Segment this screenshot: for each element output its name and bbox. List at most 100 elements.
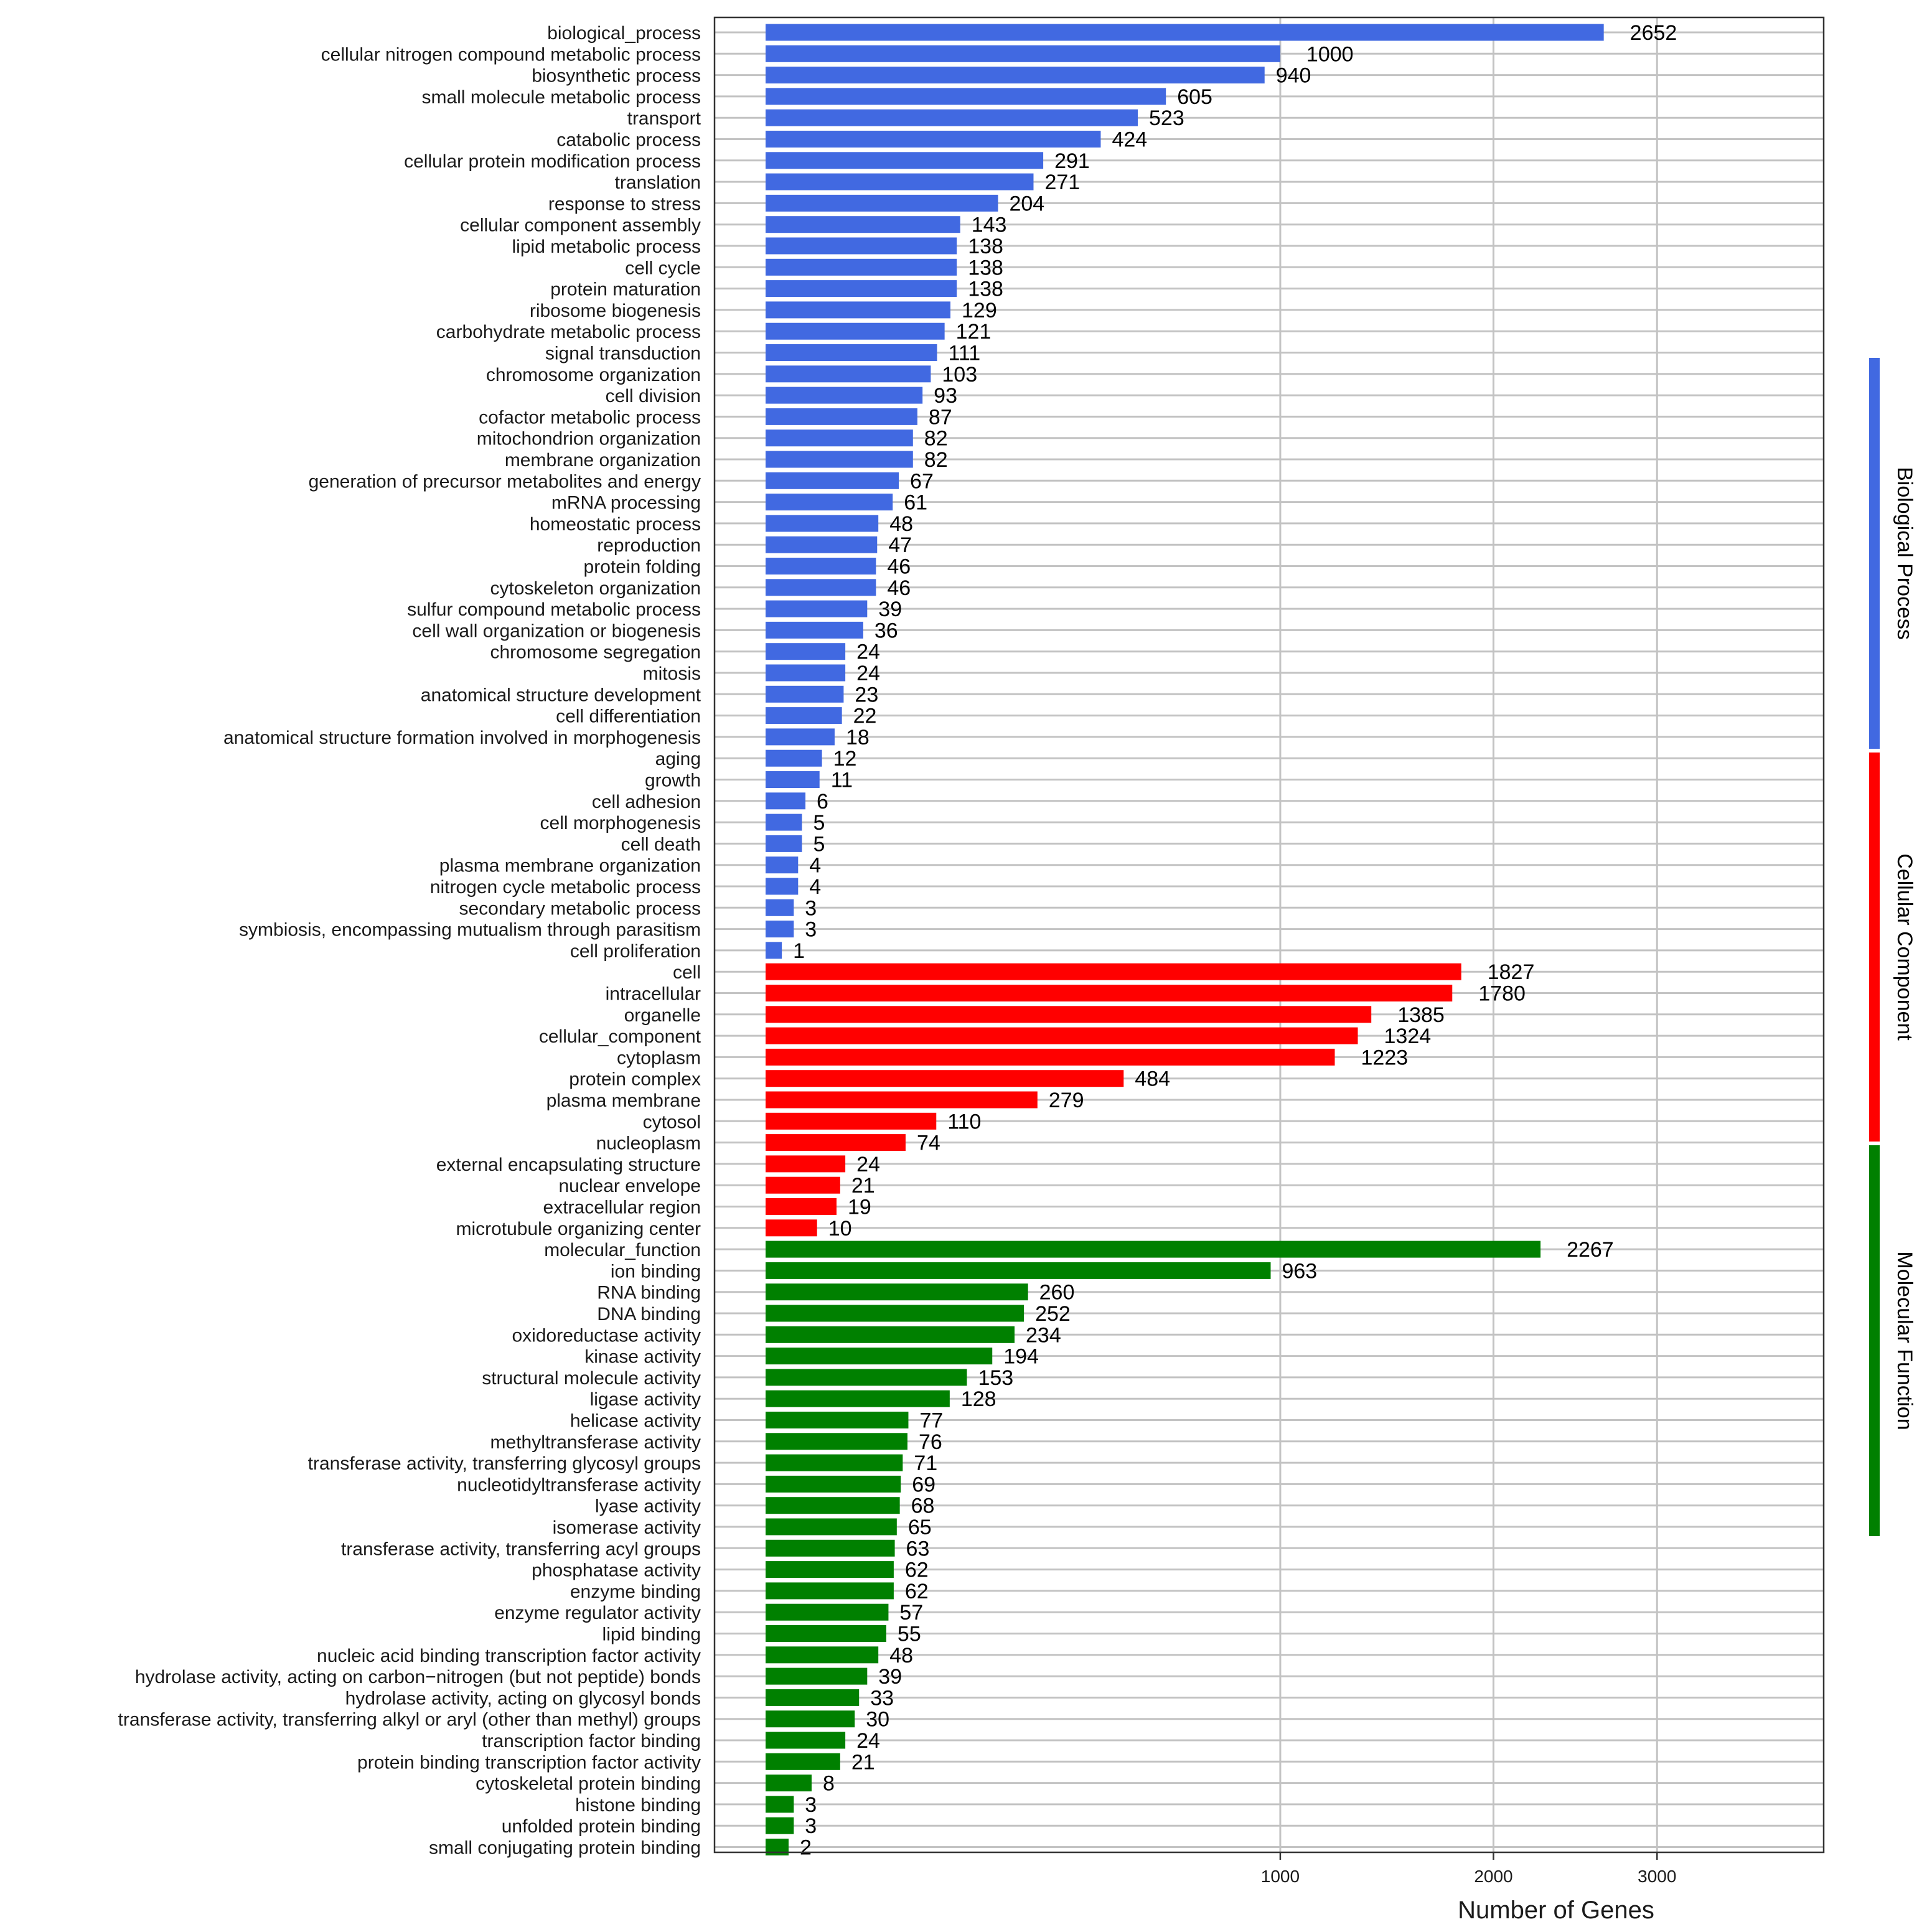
bar-value-label: 82 bbox=[924, 427, 948, 451]
bars bbox=[766, 24, 1604, 1855]
value-labels: 2652100094060552342429127120414313813813… bbox=[793, 21, 1677, 1860]
bar-value-label: 65 bbox=[908, 1516, 932, 1539]
bar-value-label: 1827 bbox=[1488, 960, 1535, 984]
bar bbox=[766, 1305, 1024, 1322]
bar bbox=[766, 322, 945, 340]
bar bbox=[766, 600, 868, 617]
category-label: methyltransferase activity bbox=[490, 1432, 701, 1453]
category-label: lipid binding bbox=[602, 1625, 701, 1645]
category-label: cell division bbox=[606, 386, 701, 406]
bar-value-label: 260 bbox=[1039, 1281, 1075, 1305]
bar-value-label: 484 bbox=[1135, 1067, 1170, 1091]
category-label: intracellular bbox=[606, 984, 701, 1005]
bar bbox=[766, 1817, 794, 1834]
category-label: lyase activity bbox=[595, 1496, 701, 1517]
category-label: external encapsulating structure bbox=[436, 1155, 701, 1175]
bar-value-label: 10 bbox=[828, 1217, 852, 1240]
x-axis-ticks: 1000 2000 3000 bbox=[1261, 1852, 1676, 1886]
bar bbox=[766, 1198, 837, 1215]
bar bbox=[766, 1518, 897, 1536]
category-label: molecular_function bbox=[544, 1240, 701, 1260]
bar-value-label: 1780 bbox=[1478, 982, 1526, 1006]
bar bbox=[766, 1539, 895, 1557]
category-label: enzyme binding bbox=[570, 1582, 701, 1602]
bar bbox=[766, 216, 960, 233]
bar-value-label: 111 bbox=[949, 342, 981, 365]
bar-value-label: 3 bbox=[805, 1793, 817, 1817]
bar bbox=[766, 1732, 846, 1749]
category-label: hydrolase activity, acting on glycosyl b… bbox=[345, 1688, 701, 1709]
bar bbox=[766, 1390, 950, 1407]
category-label: biosynthetic process bbox=[532, 66, 701, 87]
group-label: Molecular Function bbox=[1893, 1251, 1916, 1430]
bar-value-label: 48 bbox=[889, 1644, 913, 1667]
bar bbox=[766, 728, 835, 746]
bar bbox=[766, 921, 794, 938]
bar-value-label: 71 bbox=[914, 1451, 937, 1475]
bar bbox=[766, 1048, 1335, 1066]
bar bbox=[766, 685, 844, 703]
bar-value-label: 61 bbox=[904, 491, 927, 515]
group-label: Cellular Component bbox=[1893, 853, 1916, 1041]
bar-value-label: 1385 bbox=[1397, 1003, 1445, 1027]
category-label: cell bbox=[673, 962, 701, 983]
category-label: response to stress bbox=[548, 194, 701, 214]
category-label: RNA binding bbox=[597, 1283, 701, 1303]
x-tick-label: 3000 bbox=[1638, 1867, 1676, 1886]
bar-value-label: 93 bbox=[934, 384, 957, 408]
bar-value-label: 39 bbox=[878, 1665, 902, 1689]
bar bbox=[766, 152, 1044, 169]
bar-value-label: 21 bbox=[851, 1750, 875, 1774]
bar-value-label: 82 bbox=[924, 448, 948, 472]
category-label: mRNA processing bbox=[551, 493, 701, 513]
category-label: cell death bbox=[621, 834, 701, 855]
bar-value-label: 4 bbox=[809, 875, 821, 899]
group-strip bbox=[1869, 753, 1880, 1142]
category-label: ligase activity bbox=[590, 1389, 701, 1410]
bar-value-label: 55 bbox=[898, 1623, 921, 1646]
x-tick-label: 2000 bbox=[1474, 1867, 1512, 1886]
category-label: mitochondrion organization bbox=[477, 429, 701, 449]
category-label: cellular_component bbox=[539, 1026, 701, 1047]
category-label: aging bbox=[655, 749, 701, 769]
category-label: plasma membrane bbox=[546, 1090, 701, 1111]
bar bbox=[766, 280, 957, 298]
bar-value-label: 33 bbox=[870, 1686, 894, 1710]
category-label: lipid metabolic process bbox=[512, 237, 701, 257]
bar-value-label: 4 bbox=[809, 854, 821, 878]
category-label: protein folding bbox=[584, 557, 701, 578]
bar-value-label: 87 bbox=[929, 405, 952, 429]
bar bbox=[766, 558, 876, 574]
category-label: translation bbox=[615, 172, 701, 193]
bar-value-label: 62 bbox=[905, 1580, 929, 1603]
bar-value-label: 24 bbox=[856, 662, 880, 685]
category-label: cell proliferation bbox=[570, 941, 701, 962]
bar bbox=[766, 1240, 1541, 1258]
bar bbox=[766, 771, 820, 788]
bar-value-label: 47 bbox=[888, 533, 912, 557]
category-label: transport bbox=[627, 108, 701, 129]
bar-value-label: 138 bbox=[968, 235, 1003, 258]
bar bbox=[766, 1775, 812, 1792]
category-label: kinase activity bbox=[584, 1347, 701, 1367]
bar-value-label: 2267 bbox=[1567, 1238, 1614, 1262]
category-label: small conjugating protein binding bbox=[429, 1838, 701, 1859]
plot-panel-border bbox=[713, 16, 1825, 1854]
category-label: histone binding bbox=[575, 1795, 701, 1816]
bar-value-label: 271 bbox=[1044, 171, 1080, 194]
category-label: sulfur compound metabolic process bbox=[407, 599, 701, 620]
category-label: unfolded protein binding bbox=[502, 1816, 701, 1837]
bar bbox=[766, 1454, 903, 1471]
category-label: nitrogen cycle metabolic process bbox=[430, 877, 701, 898]
bar bbox=[766, 194, 998, 212]
bar-value-label: 523 bbox=[1149, 106, 1184, 130]
bar-value-label: 62 bbox=[905, 1559, 929, 1582]
bar-value-label: 30 bbox=[866, 1708, 889, 1732]
bar-value-label: 3 bbox=[805, 918, 817, 942]
bar bbox=[766, 621, 863, 639]
group-strip bbox=[1869, 1145, 1880, 1536]
bar-value-label: 6 bbox=[817, 790, 828, 814]
bar bbox=[766, 1134, 906, 1151]
bar-value-label: 63 bbox=[906, 1537, 930, 1560]
category-label: chromosome organization bbox=[486, 365, 701, 385]
